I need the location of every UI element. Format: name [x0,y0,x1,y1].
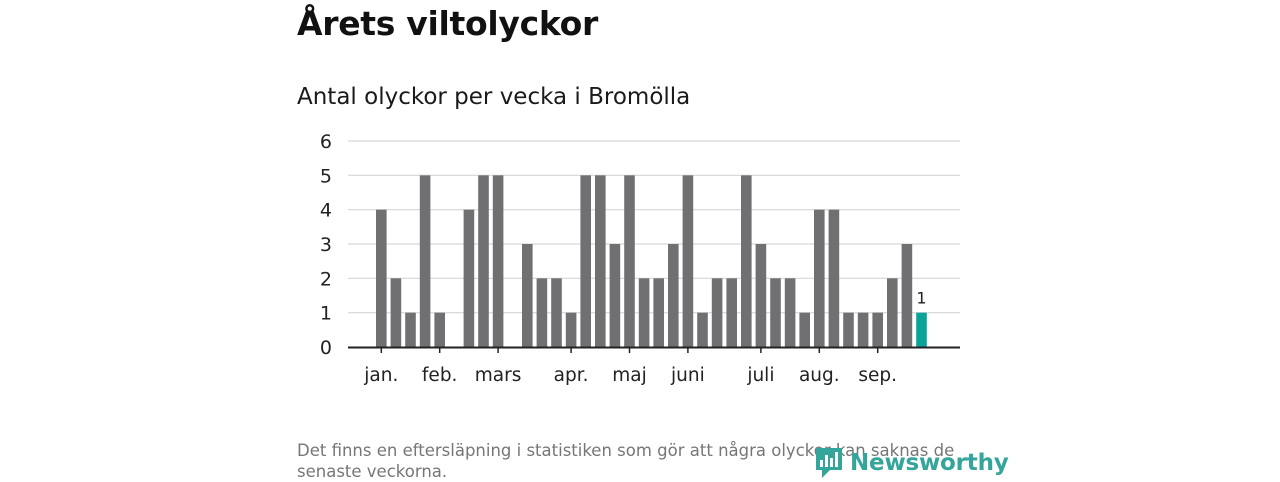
bar-week-8 [478,175,489,347]
y-axis-labels: 0 1 2 3 4 5 6 [320,131,332,359]
newsworthy-logo-icon [816,448,842,478]
bar-week-26 [741,175,752,347]
y-tick-label: 5 [320,165,332,187]
y-tick-label: 1 [320,303,332,325]
y-tick-label: 4 [320,200,332,222]
bar-week-22 [682,175,694,347]
bar-week-36 [887,278,898,347]
data-label: 1 [916,289,926,308]
y-tick-label: 3 [320,234,332,256]
bar-week-17 [609,244,621,347]
x-tick-label: sep. [858,365,897,386]
logo-text: Newsworthy [850,450,1009,476]
footnote: Det finns en eftersläpning i statistiken… [297,441,955,481]
bar-week-2 [390,278,402,347]
bar-week-27 [755,244,767,347]
bar-week-3 [405,312,416,347]
bar-week-13 [551,278,562,347]
x-tick-label: apr. [554,365,589,386]
x-tick-label: maj [612,365,647,386]
x-tick-label: aug. [799,365,840,386]
y-tick-label: 2 [320,268,332,290]
bar-week-18 [624,175,635,347]
bar-week-4 [419,175,431,347]
bar-week-23 [697,312,708,347]
x-tick-label: jan. [363,365,398,386]
x-tick-label: juni [670,365,705,386]
x-tick-label: feb. [422,365,458,386]
bar-week-15 [580,175,591,347]
bar-week-32 [828,209,840,347]
bars: 1 [376,175,927,347]
bar-week-37 [901,244,913,347]
bar-week-11 [522,244,533,347]
bar-week-24 [711,278,723,347]
bar-week-12 [536,278,548,347]
page-title: Årets viltolyckor [297,4,598,43]
bar-week-7 [463,209,475,347]
bar-week-1 [376,209,387,347]
bar-week-30 [799,312,810,347]
bar-week-20 [653,278,664,347]
bar-week-33 [843,312,854,347]
bar-week-34 [857,312,869,347]
x-tick-label: mars [475,365,522,386]
chart-subtitle: Antal olyckor per vecka i Bromölla [297,84,691,110]
bar-week-16 [595,175,606,347]
bar-week-21 [668,244,679,347]
bar-week-38 [916,312,927,347]
bar-week-28 [770,278,781,347]
bar-week-29 [784,278,796,347]
x-axis: jan. feb. mars apr. maj juni juli aug. sep. [348,346,960,386]
bar-week-31 [814,209,825,347]
newsworthy-logo: Newsworthy [814,446,1009,480]
bar-week-5 [434,312,445,347]
x-tick-label: juli [746,365,774,386]
bar-week-14 [565,312,577,347]
bar-week-35 [872,312,883,347]
y-tick-label: 0 [320,337,332,359]
y-tick-label: 6 [320,131,332,153]
bar-week-9 [492,175,504,347]
bar-week-25 [726,278,737,347]
bar-week-19 [638,278,650,347]
